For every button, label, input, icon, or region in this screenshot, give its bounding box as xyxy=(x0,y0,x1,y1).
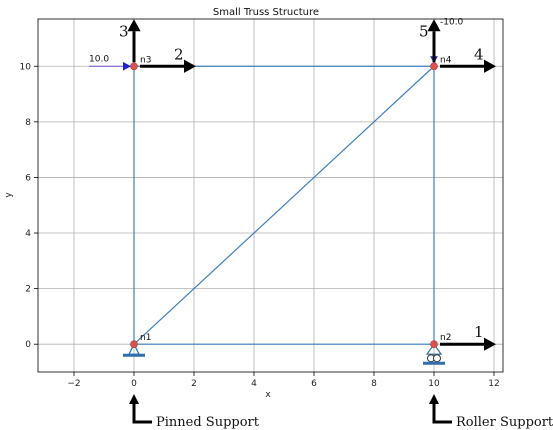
x-tick-label: 4 xyxy=(251,379,257,389)
truss-nodes: n1 n2 n3 n4 xyxy=(130,55,452,349)
dof-arrow xyxy=(140,59,196,73)
dof-label: 4 xyxy=(474,45,484,63)
truss-node-marker xyxy=(130,62,138,71)
support-label: Pinned Support xyxy=(156,415,260,430)
x-tick-label: 12 xyxy=(488,379,499,389)
dof-arrow xyxy=(440,337,496,351)
truss-node-marker xyxy=(430,340,438,349)
truss-member xyxy=(133,65,435,345)
y-axis-label: y xyxy=(4,192,14,198)
load-arrow-head xyxy=(123,61,131,71)
dof-arrow-head xyxy=(127,19,141,32)
support-callout: Roller Support xyxy=(429,394,553,430)
node-label: n1 xyxy=(140,333,151,343)
dof-label: 2 xyxy=(174,45,184,63)
x-tick-label: 0 xyxy=(131,379,137,389)
x-tick-label: 6 xyxy=(311,379,317,389)
dof-arrow xyxy=(127,19,141,63)
callout-arrow-head xyxy=(429,394,439,404)
support-label: Roller Support xyxy=(456,415,553,430)
dof-arrow xyxy=(427,19,441,63)
dof-arrow-head xyxy=(484,337,496,351)
y-tick-label: 10 xyxy=(20,62,32,72)
support-callouts: Pinned Support Roller Support xyxy=(129,394,553,430)
load-arrow xyxy=(89,61,131,71)
figure-title: Small Truss Structure xyxy=(213,7,319,18)
dof-arrow-head xyxy=(427,19,441,32)
dof-arrow xyxy=(440,59,496,73)
truss-members xyxy=(133,65,435,345)
y-tick-label: 6 xyxy=(25,173,31,183)
y-tick-label: 8 xyxy=(25,118,31,128)
plot-frame xyxy=(37,18,504,373)
x-tick-label: −2 xyxy=(67,379,80,389)
load-value-label: -10.0 xyxy=(440,17,464,27)
supports xyxy=(123,342,445,365)
y-tick-label: 0 xyxy=(25,340,31,350)
dof-arrows: 1 2 3 4 5 xyxy=(119,19,496,351)
y-tick-label: 2 xyxy=(25,285,31,295)
dof-arrow-head xyxy=(484,59,496,73)
node-label: n4 xyxy=(440,55,452,65)
load-value-label: 10.0 xyxy=(89,54,109,64)
x-tick-label: 8 xyxy=(371,379,377,389)
x-axis-label: x xyxy=(265,390,271,400)
node-label: n2 xyxy=(440,333,451,343)
dof-label: 3 xyxy=(119,22,129,40)
y-tick-label: 4 xyxy=(25,229,31,239)
support-callout: Pinned Support xyxy=(129,394,260,430)
x-tick-label: 10 xyxy=(428,379,440,389)
axis-ticks: −2 0 2 4 6 8 10 12 0 2 4 6 8 10 xyxy=(20,62,500,389)
x-tick-label: 2 xyxy=(191,379,197,389)
node-label: n3 xyxy=(140,55,151,65)
dof-label: 5 xyxy=(419,22,429,40)
callout-arrow-head xyxy=(129,394,139,404)
dof-arrow-head xyxy=(184,59,196,73)
truss-node-marker xyxy=(130,340,138,349)
truss-node-marker xyxy=(430,62,438,71)
dof-label: 1 xyxy=(474,323,484,341)
roller-support-triangle xyxy=(425,343,443,355)
roller-wheel-icon xyxy=(433,354,441,363)
